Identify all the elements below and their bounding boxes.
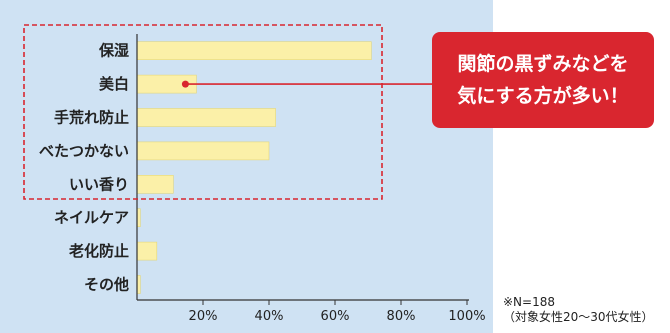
- category-label-手荒れ防止: 手荒れ防止: [54, 109, 129, 127]
- callout-leader-dot: [181, 80, 189, 88]
- callout-line-2: 気にする方が多い！: [457, 85, 629, 107]
- category-label-美白: 美白: [99, 75, 129, 93]
- category-label-老化防止: 老化防止: [68, 242, 129, 260]
- category-label-保湿: 保湿: [98, 42, 129, 60]
- bar-老化防止: [136, 241, 158, 261]
- x-tick-label: 40%: [255, 309, 284, 324]
- x-tick-label: 80%: [387, 309, 416, 324]
- category-label-いい香り: いい香り: [69, 175, 129, 193]
- highlight-box: [23, 24, 383, 200]
- category-label-その他: その他: [84, 276, 129, 294]
- target-audience-note: （対象女性20〜30代女性）: [503, 310, 654, 324]
- x-tick-label: 20%: [189, 309, 218, 324]
- bar-べたつかない: [136, 141, 270, 161]
- bar-保湿: [136, 41, 372, 61]
- bar-手荒れ防止: [136, 108, 276, 127]
- bar-いい香り: [136, 175, 174, 194]
- callout-box: 関節の黒ずみなどを 気にする方が多い！: [432, 32, 654, 128]
- category-label-べたつかない: べたつかない: [39, 142, 129, 160]
- x-tick-label: 100%: [448, 309, 485, 324]
- callout-line-1: 関節の黒ずみなどを: [457, 53, 629, 75]
- category-label-ネイルケア: ネイルケア: [54, 209, 129, 227]
- sample-size-note: ※N=188: [503, 295, 555, 309]
- x-tick-label: 60%: [321, 309, 350, 324]
